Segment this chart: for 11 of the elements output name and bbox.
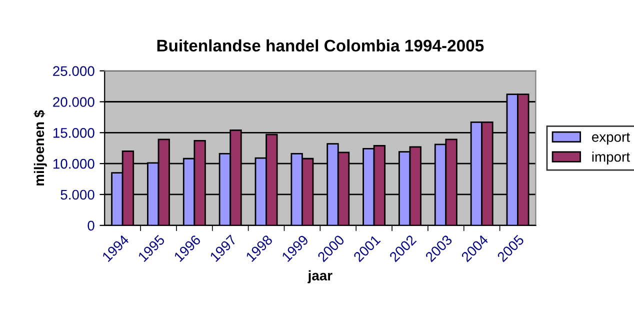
chart-title: Buitenlandse handel Colombia 1994-2005 — [157, 39, 484, 52]
y-axis-title: miljoenen $ — [34, 110, 47, 186]
y-tick-label: 0 — [88, 220, 94, 231]
y-tick-label: 5.000 — [60, 190, 94, 200]
y-tick-label: 10.000 — [53, 158, 94, 169]
legend-label: export — [592, 132, 630, 145]
y-tick-label: 20.000 — [53, 97, 94, 107]
legend-label: import — [592, 152, 630, 165]
y-tick-label: 25.000 — [53, 66, 94, 76]
x-axis-title: jaar — [308, 270, 332, 284]
y-tick-label: 15.000 — [53, 128, 94, 138]
